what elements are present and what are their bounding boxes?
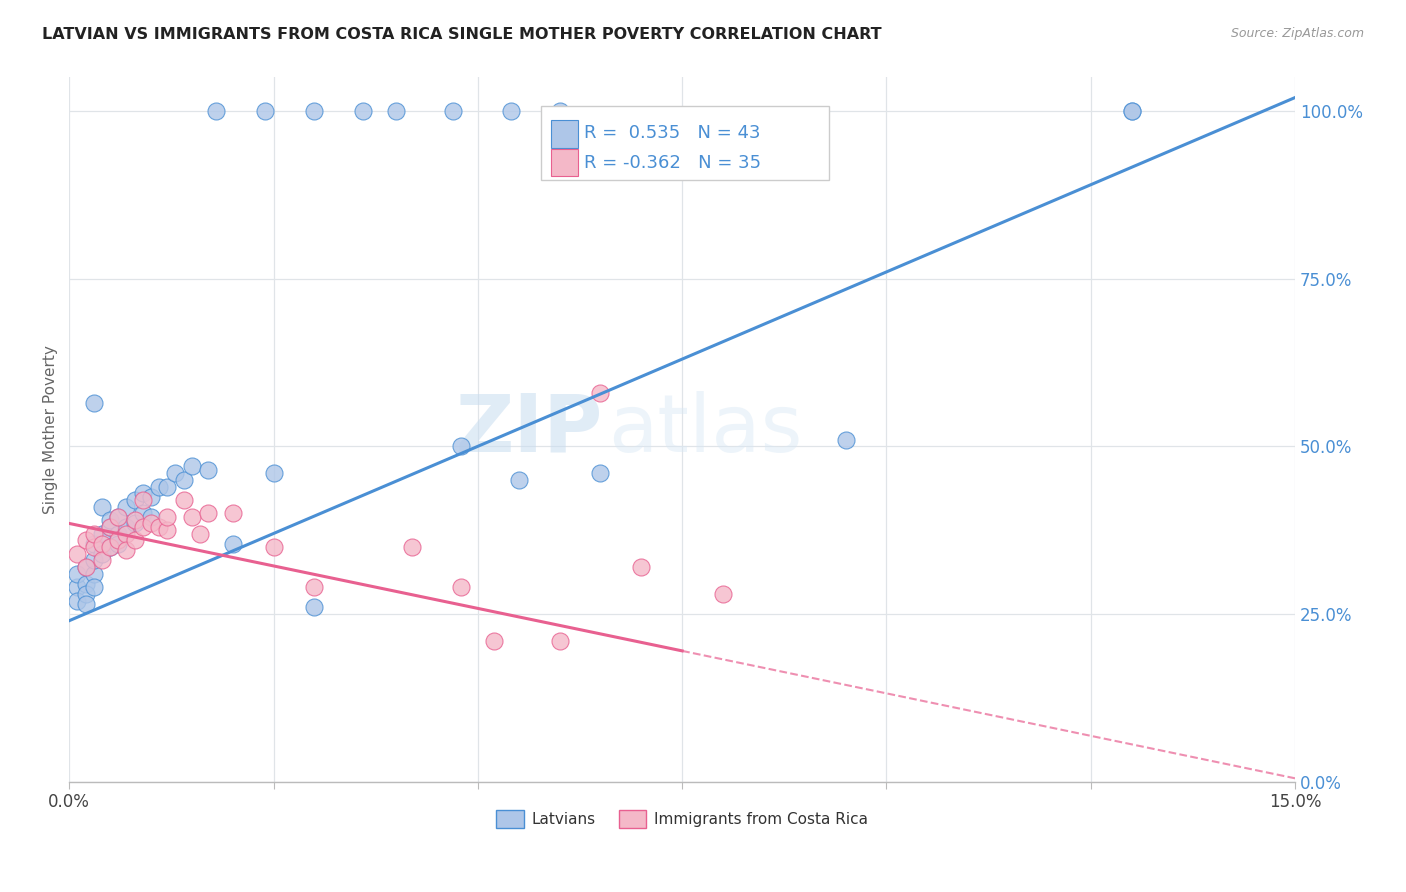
Point	[401, 540, 423, 554]
Text: R = -0.362   N = 35: R = -0.362 N = 35	[583, 154, 761, 172]
Point	[107, 509, 129, 524]
Point	[180, 459, 202, 474]
FancyBboxPatch shape	[551, 149, 578, 176]
Point	[66, 547, 89, 561]
Point	[124, 493, 146, 508]
Point	[107, 536, 129, 550]
Point	[139, 509, 162, 524]
Point	[197, 463, 219, 477]
Point	[630, 560, 652, 574]
Point	[589, 385, 612, 400]
Point	[589, 466, 612, 480]
Text: R =  0.535   N = 43: R = 0.535 N = 43	[583, 124, 761, 142]
Point	[188, 526, 211, 541]
Point	[124, 516, 146, 531]
Point	[254, 103, 277, 118]
Point	[124, 533, 146, 548]
Point	[83, 553, 105, 567]
Point	[263, 540, 285, 554]
Point	[132, 493, 155, 508]
Legend: Latvians, Immigrants from Costa Rica: Latvians, Immigrants from Costa Rica	[491, 804, 875, 834]
Point	[304, 600, 326, 615]
Point	[834, 433, 856, 447]
Point	[98, 520, 121, 534]
Point	[115, 500, 138, 514]
Point	[75, 576, 97, 591]
Point	[132, 520, 155, 534]
Point	[139, 516, 162, 531]
Point	[115, 520, 138, 534]
Text: Source: ZipAtlas.com: Source: ZipAtlas.com	[1230, 27, 1364, 40]
Point	[83, 580, 105, 594]
Point	[83, 566, 105, 581]
Point	[115, 543, 138, 558]
Point	[221, 507, 243, 521]
Point	[139, 490, 162, 504]
Point	[385, 103, 408, 118]
Point	[180, 509, 202, 524]
Point	[107, 509, 129, 524]
Point	[548, 633, 571, 648]
Point	[90, 526, 112, 541]
Point	[548, 103, 571, 118]
Point	[156, 523, 179, 537]
Point	[115, 526, 138, 541]
Point	[107, 526, 129, 541]
Point	[107, 533, 129, 548]
Point	[83, 526, 105, 541]
Point	[132, 486, 155, 500]
Point	[83, 395, 105, 409]
Point	[148, 520, 170, 534]
Point	[90, 553, 112, 567]
Point	[75, 597, 97, 611]
Point	[98, 540, 121, 554]
Point	[352, 103, 374, 118]
Point	[75, 533, 97, 548]
Point	[711, 587, 734, 601]
Point	[66, 580, 89, 594]
Point	[450, 580, 472, 594]
FancyBboxPatch shape	[551, 120, 578, 148]
Point	[156, 509, 179, 524]
Y-axis label: Single Mother Poverty: Single Mother Poverty	[44, 345, 58, 514]
Text: LATVIAN VS IMMIGRANTS FROM COSTA RICA SINGLE MOTHER POVERTY CORRELATION CHART: LATVIAN VS IMMIGRANTS FROM COSTA RICA SI…	[42, 27, 882, 42]
Point	[75, 560, 97, 574]
Point	[90, 500, 112, 514]
Point	[263, 466, 285, 480]
Point	[205, 103, 228, 118]
Text: atlas: atlas	[609, 391, 803, 468]
Point	[98, 540, 121, 554]
Point	[75, 587, 97, 601]
Point	[173, 473, 195, 487]
Point	[450, 439, 472, 453]
Point	[98, 520, 121, 534]
Point	[1121, 103, 1143, 118]
Point	[173, 493, 195, 508]
Point	[124, 513, 146, 527]
Point	[66, 566, 89, 581]
Point	[83, 540, 105, 554]
Point	[165, 466, 187, 480]
Point	[1121, 103, 1143, 118]
Point	[156, 479, 179, 493]
FancyBboxPatch shape	[541, 105, 830, 179]
Point	[90, 547, 112, 561]
Point	[148, 479, 170, 493]
Point	[75, 560, 97, 574]
Point	[132, 507, 155, 521]
Point	[98, 513, 121, 527]
Point	[508, 473, 530, 487]
Point	[499, 103, 522, 118]
Point	[304, 103, 326, 118]
Point	[197, 507, 219, 521]
Point	[83, 536, 105, 550]
Point	[221, 536, 243, 550]
Text: ZIP: ZIP	[456, 391, 602, 468]
Point	[441, 103, 464, 118]
Point	[90, 536, 112, 550]
Point	[482, 633, 505, 648]
Point	[66, 593, 89, 607]
Point	[304, 580, 326, 594]
